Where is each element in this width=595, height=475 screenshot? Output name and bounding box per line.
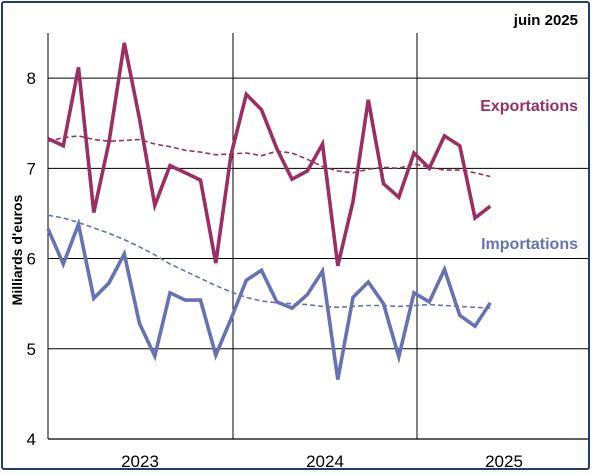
date-label: juin 2025 [513,12,578,29]
x-year-label: 2025 [485,452,523,471]
x-year-labels: 2023 2024 2025 [121,452,523,471]
trend-line [47,214,491,309]
trend-line [47,135,491,178]
y-tick-label: 8 [27,69,36,88]
legend-importations: Importations [481,236,578,253]
series-line [46,217,492,380]
legend-exportations: Exportations [480,98,578,115]
y-tick-label: 7 [27,159,36,178]
y-tick-label: 4 [27,430,36,449]
x-year-label: 2023 [121,452,159,471]
chart-frame [1,1,590,470]
y-axis-label: Milliards d'euros [9,194,25,305]
y-tick-label: 5 [27,340,36,359]
x-year-label: 2024 [306,452,344,471]
series-line [47,42,492,267]
y-tick-labels: 4 5 6 7 8 [27,69,36,449]
grid [47,33,588,440]
y-tick-label: 6 [27,250,36,269]
series-lines [46,42,492,380]
